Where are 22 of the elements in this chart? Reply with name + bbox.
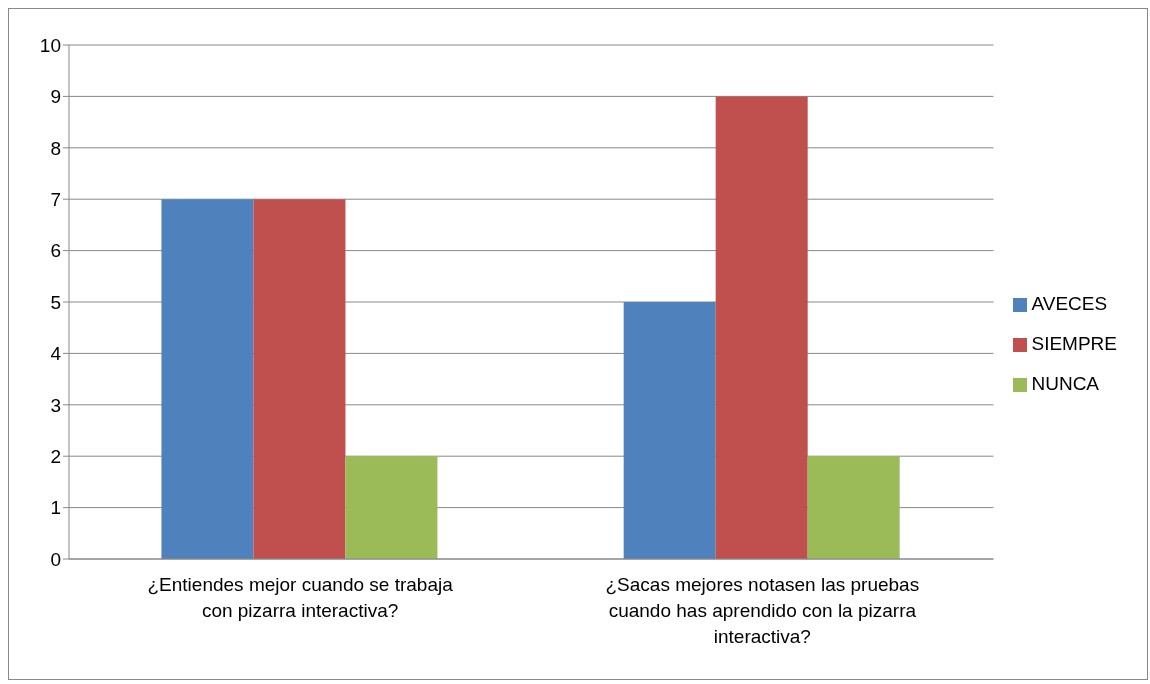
y-tick-label: 2 — [50, 445, 61, 467]
y-tick-label: 7 — [50, 188, 61, 210]
y-tick-label: 6 — [50, 240, 61, 262]
y-tick-label: 1 — [50, 497, 61, 519]
bar — [623, 302, 716, 559]
y-tick-label: 9 — [50, 86, 61, 108]
y-tick-label: 3 — [50, 394, 61, 416]
legend-label: SIEMPRE — [1031, 333, 1117, 354]
bar — [715, 96, 808, 559]
y-tick-label: 0 — [50, 548, 61, 570]
legend-label: NUNCA — [1031, 373, 1100, 394]
y-tick-label: 5 — [50, 291, 61, 313]
bar — [161, 199, 254, 559]
x-tick-label: ¿Entiendes mejor cuando se trabaja con pizarra interactiva? — [147, 574, 454, 621]
legend-label: AVECES — [1031, 293, 1108, 314]
bar — [253, 199, 346, 559]
y-tick-label: 8 — [50, 137, 61, 159]
y-tick-label: 10 — [39, 34, 61, 56]
bar — [807, 456, 900, 559]
x-tick-label: ¿Sacas mejores notasen las pruebas cuando has aprendido con la pizarra interactiva? — [605, 574, 920, 647]
y-tick-label: 4 — [50, 343, 62, 365]
bar — [345, 456, 438, 559]
